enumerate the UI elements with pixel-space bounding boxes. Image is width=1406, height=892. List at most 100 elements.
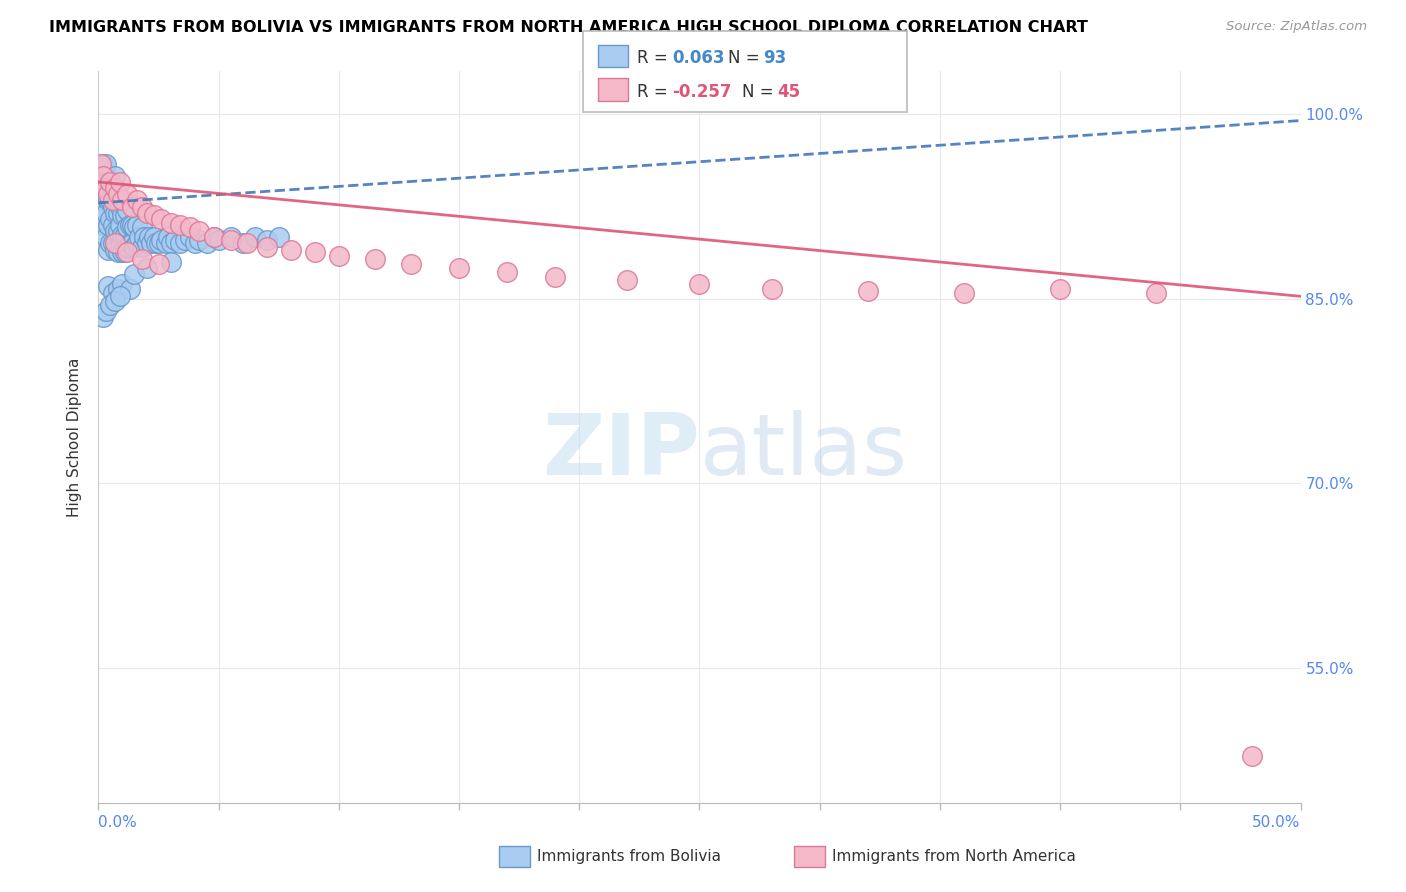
- Point: [1241, 749, 1264, 764]
- Point: [118, 218, 141, 232]
- Text: N =: N =: [742, 83, 779, 101]
- Point: [1049, 282, 1071, 296]
- Point: [104, 205, 127, 219]
- Point: [131, 200, 153, 214]
- Point: [159, 216, 181, 230]
- Point: [544, 269, 567, 284]
- Point: [165, 233, 187, 247]
- Point: [128, 230, 150, 244]
- Point: [114, 227, 136, 242]
- Point: [108, 240, 131, 254]
- Point: [169, 218, 191, 232]
- Point: [202, 230, 225, 244]
- Point: [118, 236, 141, 251]
- Point: [97, 175, 120, 189]
- Point: [100, 175, 122, 189]
- Point: [91, 310, 114, 325]
- Point: [195, 236, 218, 251]
- Point: [157, 230, 180, 244]
- Point: [114, 245, 136, 260]
- Point: [111, 208, 134, 222]
- Point: [132, 230, 155, 244]
- Point: [107, 282, 129, 296]
- Point: [104, 243, 127, 257]
- Point: [97, 243, 120, 257]
- Point: [125, 194, 148, 208]
- Point: [104, 224, 127, 238]
- Point: [364, 252, 387, 267]
- Point: [256, 233, 278, 247]
- Point: [104, 294, 127, 309]
- Point: [159, 236, 181, 251]
- Y-axis label: High School Diploma: High School Diploma: [67, 358, 83, 516]
- Point: [94, 169, 117, 183]
- Text: Immigrants from North America: Immigrants from North America: [832, 849, 1076, 863]
- Point: [97, 194, 120, 208]
- Point: [90, 156, 112, 170]
- Point: [111, 194, 134, 208]
- Point: [447, 261, 470, 276]
- Point: [280, 243, 302, 257]
- Point: [100, 175, 122, 189]
- Text: Source: ZipAtlas.com: Source: ZipAtlas.com: [1226, 20, 1367, 33]
- Point: [94, 156, 117, 170]
- Point: [101, 181, 124, 195]
- Point: [761, 282, 783, 296]
- Point: [97, 279, 120, 293]
- Point: [101, 200, 124, 214]
- Point: [97, 218, 120, 232]
- Point: [100, 194, 122, 208]
- Point: [94, 181, 117, 195]
- Point: [90, 205, 112, 219]
- Point: [108, 218, 131, 232]
- Point: [135, 261, 157, 276]
- Text: 45: 45: [778, 83, 800, 101]
- Point: [104, 236, 127, 251]
- Text: N =: N =: [728, 49, 765, 67]
- Point: [496, 265, 519, 279]
- Point: [100, 236, 122, 251]
- Point: [117, 203, 139, 218]
- Point: [91, 156, 114, 170]
- Text: IMMIGRANTS FROM BOLIVIA VS IMMIGRANTS FROM NORTH AMERICA HIGH SCHOOL DIPLOMA COR: IMMIGRANTS FROM BOLIVIA VS IMMIGRANTS FR…: [49, 20, 1088, 35]
- Point: [91, 194, 114, 208]
- Point: [121, 200, 143, 214]
- Point: [125, 236, 148, 251]
- Point: [107, 245, 129, 260]
- Point: [183, 236, 205, 251]
- Point: [953, 285, 976, 300]
- Point: [135, 205, 157, 219]
- Point: [121, 236, 143, 251]
- Point: [689, 277, 711, 291]
- Point: [117, 187, 139, 202]
- Point: [149, 233, 172, 247]
- Point: [138, 230, 160, 244]
- Point: [243, 230, 266, 244]
- Point: [188, 224, 211, 238]
- Text: ZIP: ZIP: [541, 410, 700, 493]
- Point: [108, 200, 131, 214]
- Point: [107, 205, 129, 219]
- Text: R =: R =: [637, 83, 673, 101]
- Point: [104, 187, 127, 202]
- Point: [131, 220, 153, 235]
- Point: [142, 230, 165, 244]
- Point: [131, 252, 153, 267]
- Point: [856, 285, 879, 299]
- Point: [91, 169, 114, 183]
- Point: [101, 236, 124, 251]
- Point: [1144, 285, 1167, 300]
- Point: [101, 194, 124, 208]
- Point: [124, 267, 146, 281]
- Point: [121, 218, 143, 232]
- Point: [117, 240, 139, 254]
- Point: [174, 233, 197, 247]
- Point: [104, 181, 127, 195]
- Point: [616, 273, 638, 287]
- Point: [328, 249, 350, 263]
- Point: [108, 289, 131, 303]
- Text: atlas: atlas: [700, 410, 907, 493]
- Point: [111, 194, 134, 208]
- Point: [100, 298, 122, 312]
- Point: [131, 240, 153, 254]
